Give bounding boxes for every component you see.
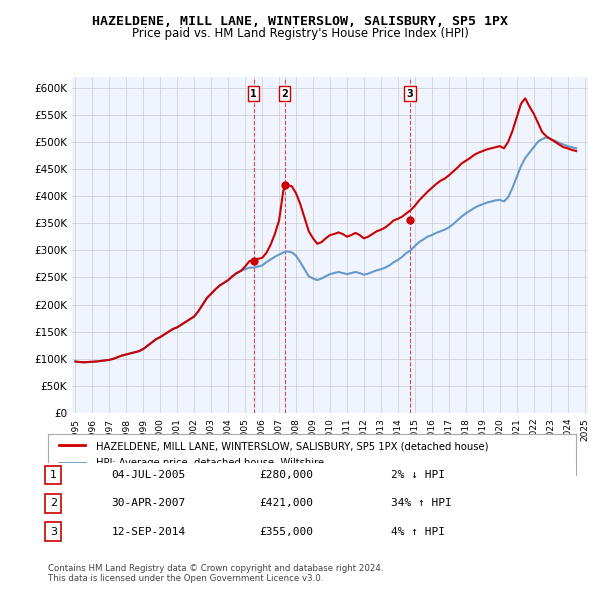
Text: Contains HM Land Registry data © Crown copyright and database right 2024.
This d: Contains HM Land Registry data © Crown c…	[48, 563, 383, 583]
Text: 3: 3	[406, 88, 413, 99]
Text: HAZELDENE, MILL LANE, WINTERSLOW, SALISBURY, SP5 1PX: HAZELDENE, MILL LANE, WINTERSLOW, SALISB…	[92, 15, 508, 28]
Text: £280,000: £280,000	[259, 470, 313, 480]
Text: 30-APR-2007: 30-APR-2007	[112, 499, 185, 508]
Text: HPI: Average price, detached house, Wiltshire: HPI: Average price, detached house, Wilt…	[95, 458, 323, 468]
Text: 12-SEP-2014: 12-SEP-2014	[112, 527, 185, 536]
Text: 4% ↑ HPI: 4% ↑ HPI	[391, 527, 445, 536]
Text: Price paid vs. HM Land Registry's House Price Index (HPI): Price paid vs. HM Land Registry's House …	[131, 27, 469, 40]
Text: £355,000: £355,000	[259, 527, 313, 536]
Text: 2% ↓ HPI: 2% ↓ HPI	[391, 470, 445, 480]
Text: 04-JUL-2005: 04-JUL-2005	[112, 470, 185, 480]
Text: 2: 2	[281, 88, 288, 99]
Text: HAZELDENE, MILL LANE, WINTERSLOW, SALISBURY, SP5 1PX (detached house): HAZELDENE, MILL LANE, WINTERSLOW, SALISB…	[95, 441, 488, 451]
Text: 34% ↑ HPI: 34% ↑ HPI	[391, 499, 452, 508]
Text: 2: 2	[50, 499, 57, 508]
Text: 1: 1	[250, 88, 257, 99]
Text: 1: 1	[50, 470, 57, 480]
Text: £421,000: £421,000	[259, 499, 313, 508]
Text: 3: 3	[50, 527, 57, 536]
